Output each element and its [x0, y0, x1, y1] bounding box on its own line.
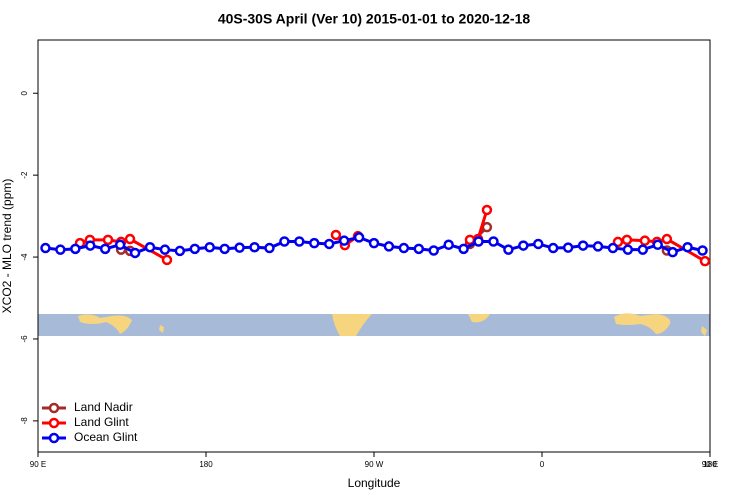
data-point — [309, 237, 320, 249]
map-strip — [38, 313, 710, 336]
x-tick-label: 180 — [199, 460, 213, 469]
legend-label: Ocean Glint — [74, 430, 138, 444]
data-point — [189, 243, 201, 255]
data-point — [699, 255, 711, 267]
legend-marker — [48, 417, 60, 429]
data-point — [473, 236, 484, 247]
data-point — [174, 245, 186, 257]
data-point — [129, 247, 141, 259]
data-point — [264, 242, 275, 254]
data-point — [161, 254, 173, 266]
data-point — [234, 242, 245, 253]
series-line — [79, 209, 706, 263]
x-tick-label: 90 W — [365, 460, 384, 469]
chart-title: 40S-30S April (Ver 10) 2015-01-01 to 202… — [218, 11, 531, 27]
data-point — [413, 243, 425, 255]
data-point — [622, 244, 634, 255]
data-point — [661, 233, 673, 245]
data-point — [114, 239, 126, 251]
data-point — [279, 236, 290, 247]
data-point — [503, 244, 514, 255]
data-point — [592, 241, 604, 252]
legend-label: Land Glint — [74, 415, 129, 429]
data-point — [85, 240, 96, 251]
x-axis-label: Longitude — [348, 476, 401, 490]
x-tick-label: 90 E — [702, 460, 718, 469]
data-point — [294, 236, 305, 247]
y-tick-label: -6 — [20, 335, 29, 343]
y-tick-label: -2 — [20, 171, 29, 179]
data-point — [488, 236, 499, 247]
data-point — [682, 241, 693, 253]
data-point — [607, 242, 619, 254]
x-tick-label: 180 — [703, 460, 717, 469]
data-point — [159, 244, 171, 255]
data-point — [481, 221, 493, 233]
data-point — [621, 234, 633, 246]
data-point — [458, 243, 469, 255]
data-point — [249, 241, 260, 253]
data-point — [518, 240, 529, 251]
legend-marker — [48, 432, 60, 444]
legend-label: Land Nadir — [74, 400, 133, 414]
legend-marker — [48, 402, 60, 414]
data-point — [124, 233, 136, 245]
data-point — [323, 238, 335, 250]
data-point — [383, 241, 395, 252]
data-point — [652, 239, 663, 251]
data-point — [464, 234, 476, 246]
data-point — [40, 242, 51, 254]
data-point — [368, 237, 380, 249]
data-point — [577, 240, 589, 251]
data-point — [398, 242, 410, 254]
data-point — [330, 229, 342, 241]
x-tick-label: 0 — [540, 460, 545, 469]
y-axis-label: XCO2 - MLO trend (ppm) — [0, 179, 14, 314]
data-point — [533, 238, 544, 250]
data-point — [562, 242, 574, 253]
data-point — [204, 241, 215, 253]
y-tick-label: 0 — [20, 90, 29, 95]
data-point — [697, 245, 708, 256]
data-point — [481, 204, 493, 216]
data-point — [102, 234, 114, 246]
data-point — [99, 243, 111, 255]
data-point — [637, 244, 649, 255]
data-point — [70, 243, 81, 255]
y-tick-label: -8 — [20, 417, 29, 425]
data-point — [144, 241, 156, 253]
data-point — [338, 235, 350, 246]
data-point — [547, 242, 559, 254]
x-tick-label: 90 E — [30, 460, 46, 469]
data-point — [639, 235, 651, 246]
data-point — [428, 245, 439, 256]
data-point — [667, 246, 678, 258]
y-tick-label: -4 — [20, 253, 29, 261]
data-point — [353, 232, 365, 243]
data-point — [55, 244, 66, 255]
data-point — [219, 243, 230, 255]
data-point — [443, 239, 454, 251]
